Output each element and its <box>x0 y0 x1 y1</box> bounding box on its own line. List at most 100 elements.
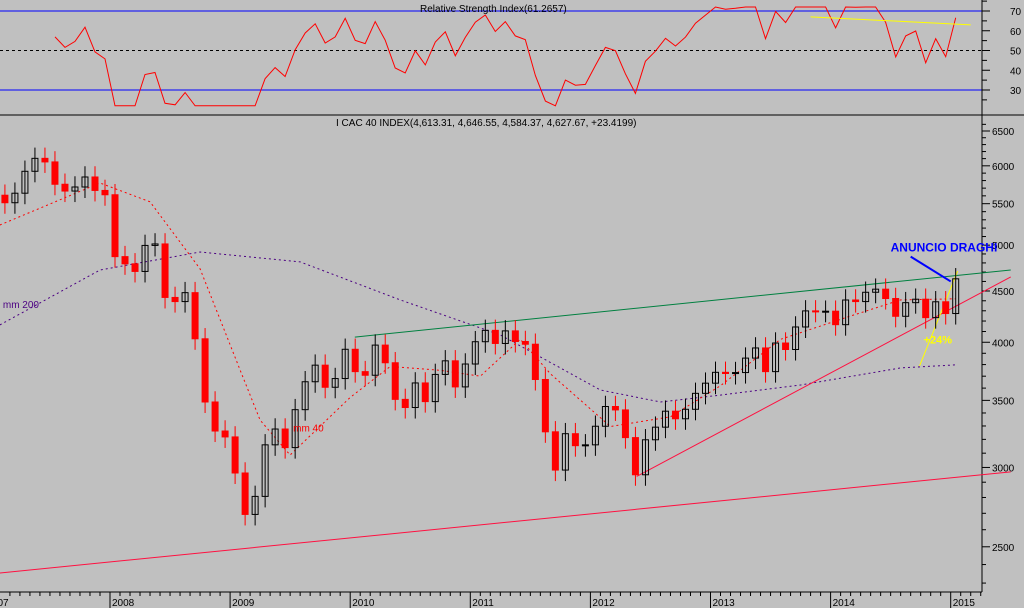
time-tick-label: 2012 <box>592 598 615 608</box>
candle-body <box>581 444 589 447</box>
candle-body <box>782 342 790 351</box>
moving-average-mm40 <box>0 182 956 456</box>
price-tick-label: 5000 <box>992 241 1015 252</box>
candle-body <box>401 398 409 409</box>
candle-body <box>722 371 730 374</box>
rsi-tick-label: 60 <box>1010 27 1022 38</box>
draghi-arrow <box>910 255 952 283</box>
candle-body <box>621 409 629 439</box>
candle-body <box>391 362 399 400</box>
time-tick-label: 007 <box>0 598 9 608</box>
candle-body <box>732 372 740 375</box>
candle-body <box>551 431 559 471</box>
trendline-1 <box>0 471 1011 574</box>
candle-body <box>882 288 890 300</box>
rsi-panel: 30 40 50 60 70 <box>0 0 1022 115</box>
candle-body <box>521 341 529 345</box>
candle-body <box>942 301 950 315</box>
candle-body <box>752 347 760 359</box>
time-tick-label: 2011 <box>472 598 494 608</box>
candle-body <box>531 343 539 380</box>
candle-body <box>872 288 880 293</box>
candle-body <box>251 495 259 515</box>
candle-body <box>952 278 960 315</box>
candle-body <box>802 310 810 328</box>
candle-body <box>701 382 709 394</box>
candle-body <box>411 382 419 409</box>
candle-body <box>491 329 499 344</box>
price-tick-label: 6500 <box>992 127 1015 138</box>
candle-body <box>351 348 359 373</box>
candle-body <box>141 244 149 272</box>
rsi-line <box>54 6 957 107</box>
trendline-3 <box>919 270 959 367</box>
candle-body <box>862 291 870 303</box>
candle-body <box>71 186 79 192</box>
candle-body <box>281 428 289 449</box>
candle-body <box>561 433 569 471</box>
candle-body <box>641 439 649 476</box>
candle-body <box>331 378 339 388</box>
price-tick-label: 4500 <box>992 287 1015 298</box>
candle-body <box>51 161 59 185</box>
candle-body <box>1 194 9 204</box>
candle-body <box>902 302 910 317</box>
candle-body <box>742 357 750 374</box>
candle-body <box>601 406 609 427</box>
candle-body <box>421 382 429 403</box>
candle-body <box>131 263 139 272</box>
candle-body <box>121 256 129 265</box>
candle-body <box>681 408 689 420</box>
label-mm200: mm 200 <box>3 300 40 311</box>
time-tick-label: 2009 <box>232 598 255 608</box>
candle-body <box>161 243 169 298</box>
candle-body <box>81 176 89 188</box>
candle-body <box>591 425 599 446</box>
candle-body <box>712 371 720 384</box>
candle-body <box>912 298 920 304</box>
candle-body <box>651 426 659 441</box>
candle-body <box>762 347 770 373</box>
time-tick-label: 2010 <box>352 598 375 608</box>
candle-body <box>852 299 860 303</box>
candle-body <box>772 342 780 373</box>
candle-body <box>461 363 469 388</box>
candle-body <box>932 301 940 319</box>
rsi-tick-label: 50 <box>1010 47 1022 58</box>
candle-body <box>181 292 189 303</box>
candle-body <box>11 192 19 204</box>
candle-body <box>451 360 459 388</box>
price-panel: 2500 3000 3500 4000 4500 5000 5500 6000 6500 007 2… <box>0 115 1015 608</box>
candle-body <box>842 299 850 326</box>
price-title: I CAC 40 INDEX(4,613.31, 4,646.55, 4,584… <box>336 118 637 129</box>
price-tick-label: 3000 <box>992 463 1015 474</box>
candle-body <box>191 292 199 340</box>
candle-body <box>471 341 479 365</box>
candle-body <box>261 444 269 497</box>
candle-body <box>371 344 379 376</box>
price-tick-label: 5500 <box>992 200 1015 211</box>
time-tick-label: 2015 <box>953 598 976 608</box>
rsi-tick-label: 70 <box>1010 7 1022 18</box>
candle-body <box>832 310 840 326</box>
price-tick-label: 2500 <box>992 543 1015 554</box>
candle-body <box>792 326 800 351</box>
candle-body <box>271 428 279 446</box>
candle-body <box>541 378 549 433</box>
rsi-title: Relative Strength Index(61.2657) <box>420 4 567 15</box>
moving-average-mm200 <box>0 251 956 403</box>
candle-body <box>201 338 209 403</box>
time-tick-label: 2013 <box>713 598 736 608</box>
candle-body <box>321 364 329 388</box>
candle-body <box>111 194 119 258</box>
trendline-0 <box>354 269 1011 338</box>
price-tick-label: 6000 <box>992 162 1015 173</box>
candle-body <box>361 371 369 376</box>
rsi-tick-label: 30 <box>1010 86 1022 97</box>
candle-body <box>631 437 639 476</box>
candle-body <box>671 410 679 420</box>
candle-body <box>341 348 349 380</box>
label-mm40: mm 40 <box>293 423 324 434</box>
candle-body <box>511 330 519 343</box>
